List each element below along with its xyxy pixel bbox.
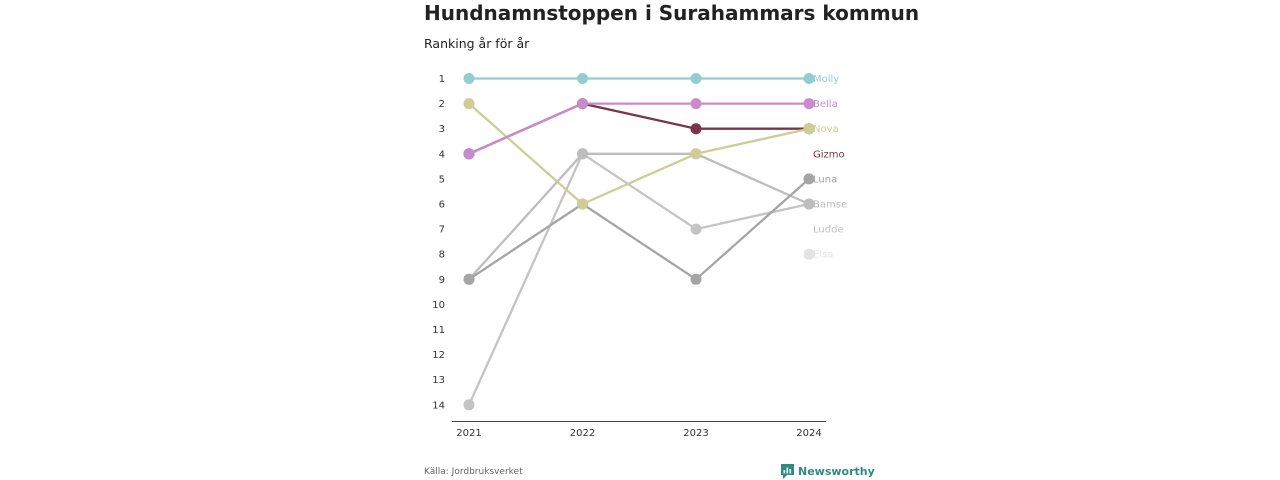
x-axis: 2021 2022 2023 2024: [452, 421, 826, 439]
series-markers: [463, 73, 815, 411]
series-label-bamse: Bamse: [813, 200, 847, 211]
y-tick-label: 8: [439, 250, 445, 261]
series-label-molly: Molly: [813, 74, 839, 85]
x-tick-label: 2024: [796, 428, 821, 439]
brand-name: Newsworthy: [798, 465, 875, 478]
point-molly: [463, 73, 475, 84]
point-bamse: [803, 198, 815, 210]
y-tick-label: 11: [432, 325, 445, 336]
point-molly: [577, 73, 588, 84]
point-bamse: [577, 148, 588, 160]
point-bella: [463, 148, 475, 160]
series-line-bella: [468, 102, 809, 155]
y-tick-label: 10: [432, 300, 445, 311]
chart-subtitle: Ranking år för år: [424, 36, 530, 51]
series-label-luna: Luna: [813, 174, 837, 185]
x-tick-label: 2023: [683, 428, 708, 439]
series-label-ludde: Ludde: [813, 225, 844, 236]
series-label-bella: Bella: [813, 99, 838, 110]
point-nova: [577, 198, 588, 210]
x-tick-label: 2022: [570, 428, 595, 439]
point-nova: [803, 123, 815, 135]
brand-logo-link[interactable]: Newsworthy: [781, 464, 875, 479]
point-bella: [577, 98, 588, 110]
y-tick-label: 13: [432, 375, 445, 386]
point-molly: [690, 73, 702, 84]
point-gizmo: [690, 123, 702, 135]
y-tick-label: 6: [439, 200, 445, 211]
chart-title: Hundnamnstoppen i Surahammars kommun: [424, 1, 920, 25]
point-ludde: [463, 399, 475, 411]
point-nova: [463, 98, 475, 110]
y-tick-label: 7: [439, 225, 445, 236]
series-lines: [467, 77, 810, 406]
point-luna: [463, 273, 475, 285]
y-tick-label: 1: [439, 74, 445, 85]
newsworthy-logo-icon: [781, 464, 794, 479]
x-tick-label: 2021: [456, 428, 481, 439]
point-nova: [690, 148, 702, 160]
series-line-bamse: [468, 152, 810, 281]
point-luna: [803, 173, 815, 185]
series-label-gizmo: Gizmo: [813, 149, 845, 160]
point-bella: [803, 98, 815, 110]
point-molly: [803, 73, 815, 84]
point-ludde: [690, 223, 702, 235]
y-tick-label: 5: [439, 174, 445, 185]
y-tick-label: 3: [439, 124, 445, 135]
y-tick-label: 14: [432, 400, 445, 411]
point-bella: [690, 98, 702, 110]
series-line-ludde: [467, 152, 810, 406]
y-tick-label: 12: [432, 350, 445, 361]
series-line-nova: [468, 102, 810, 206]
series-labels: Molly Bella Nova Gizmo Luna Bamse Ludde Elsa: [813, 74, 847, 261]
series-label-nova: Nova: [813, 124, 839, 135]
series-line-gizmo: [468, 102, 809, 155]
series-line-luna: [468, 178, 810, 281]
y-tick-label: 4: [439, 149, 445, 160]
y-tick-label: 2: [439, 99, 445, 110]
point-elsa: [803, 248, 815, 260]
y-tick-label: 9: [439, 275, 445, 286]
source-note: Källa: Jordbruksverket: [424, 467, 523, 477]
series-label-elsa: Elsa: [813, 250, 833, 261]
point-luna: [690, 273, 702, 285]
